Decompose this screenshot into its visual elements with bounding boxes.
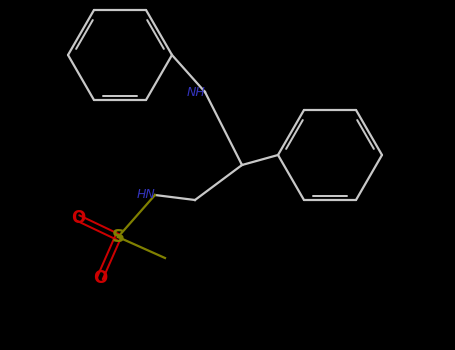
Text: HN: HN [136, 189, 155, 202]
Text: NH: NH [186, 85, 205, 98]
Text: S: S [111, 228, 125, 246]
Text: O: O [93, 269, 107, 287]
Text: O: O [71, 209, 85, 227]
